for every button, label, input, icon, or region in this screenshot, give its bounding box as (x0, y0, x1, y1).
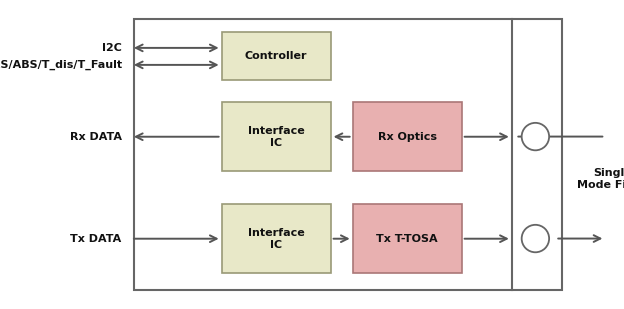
Text: Single
Mode Fiber: Single Mode Fiber (577, 168, 624, 190)
Bar (353, 204, 462, 273)
Text: Rx DATA: Rx DATA (70, 132, 122, 142)
Bar (222, 32, 331, 80)
Bar (222, 204, 331, 273)
Text: I2C: I2C (102, 43, 122, 53)
Text: Tx DATA: Tx DATA (71, 234, 122, 243)
Text: Tx T-TOSA: Tx T-TOSA (376, 234, 438, 244)
Text: Interface
IC: Interface IC (248, 228, 305, 249)
Text: Controller: Controller (245, 51, 308, 61)
Text: RS/ABS/T_dis/T_Fault: RS/ABS/T_dis/T_Fault (0, 60, 122, 70)
Ellipse shape (522, 225, 549, 252)
Ellipse shape (522, 123, 549, 150)
Bar (134, 19, 562, 290)
Text: Interface
IC: Interface IC (248, 126, 305, 147)
Bar (353, 102, 462, 171)
Bar (222, 102, 331, 171)
Text: Rx Optics: Rx Optics (378, 132, 437, 142)
